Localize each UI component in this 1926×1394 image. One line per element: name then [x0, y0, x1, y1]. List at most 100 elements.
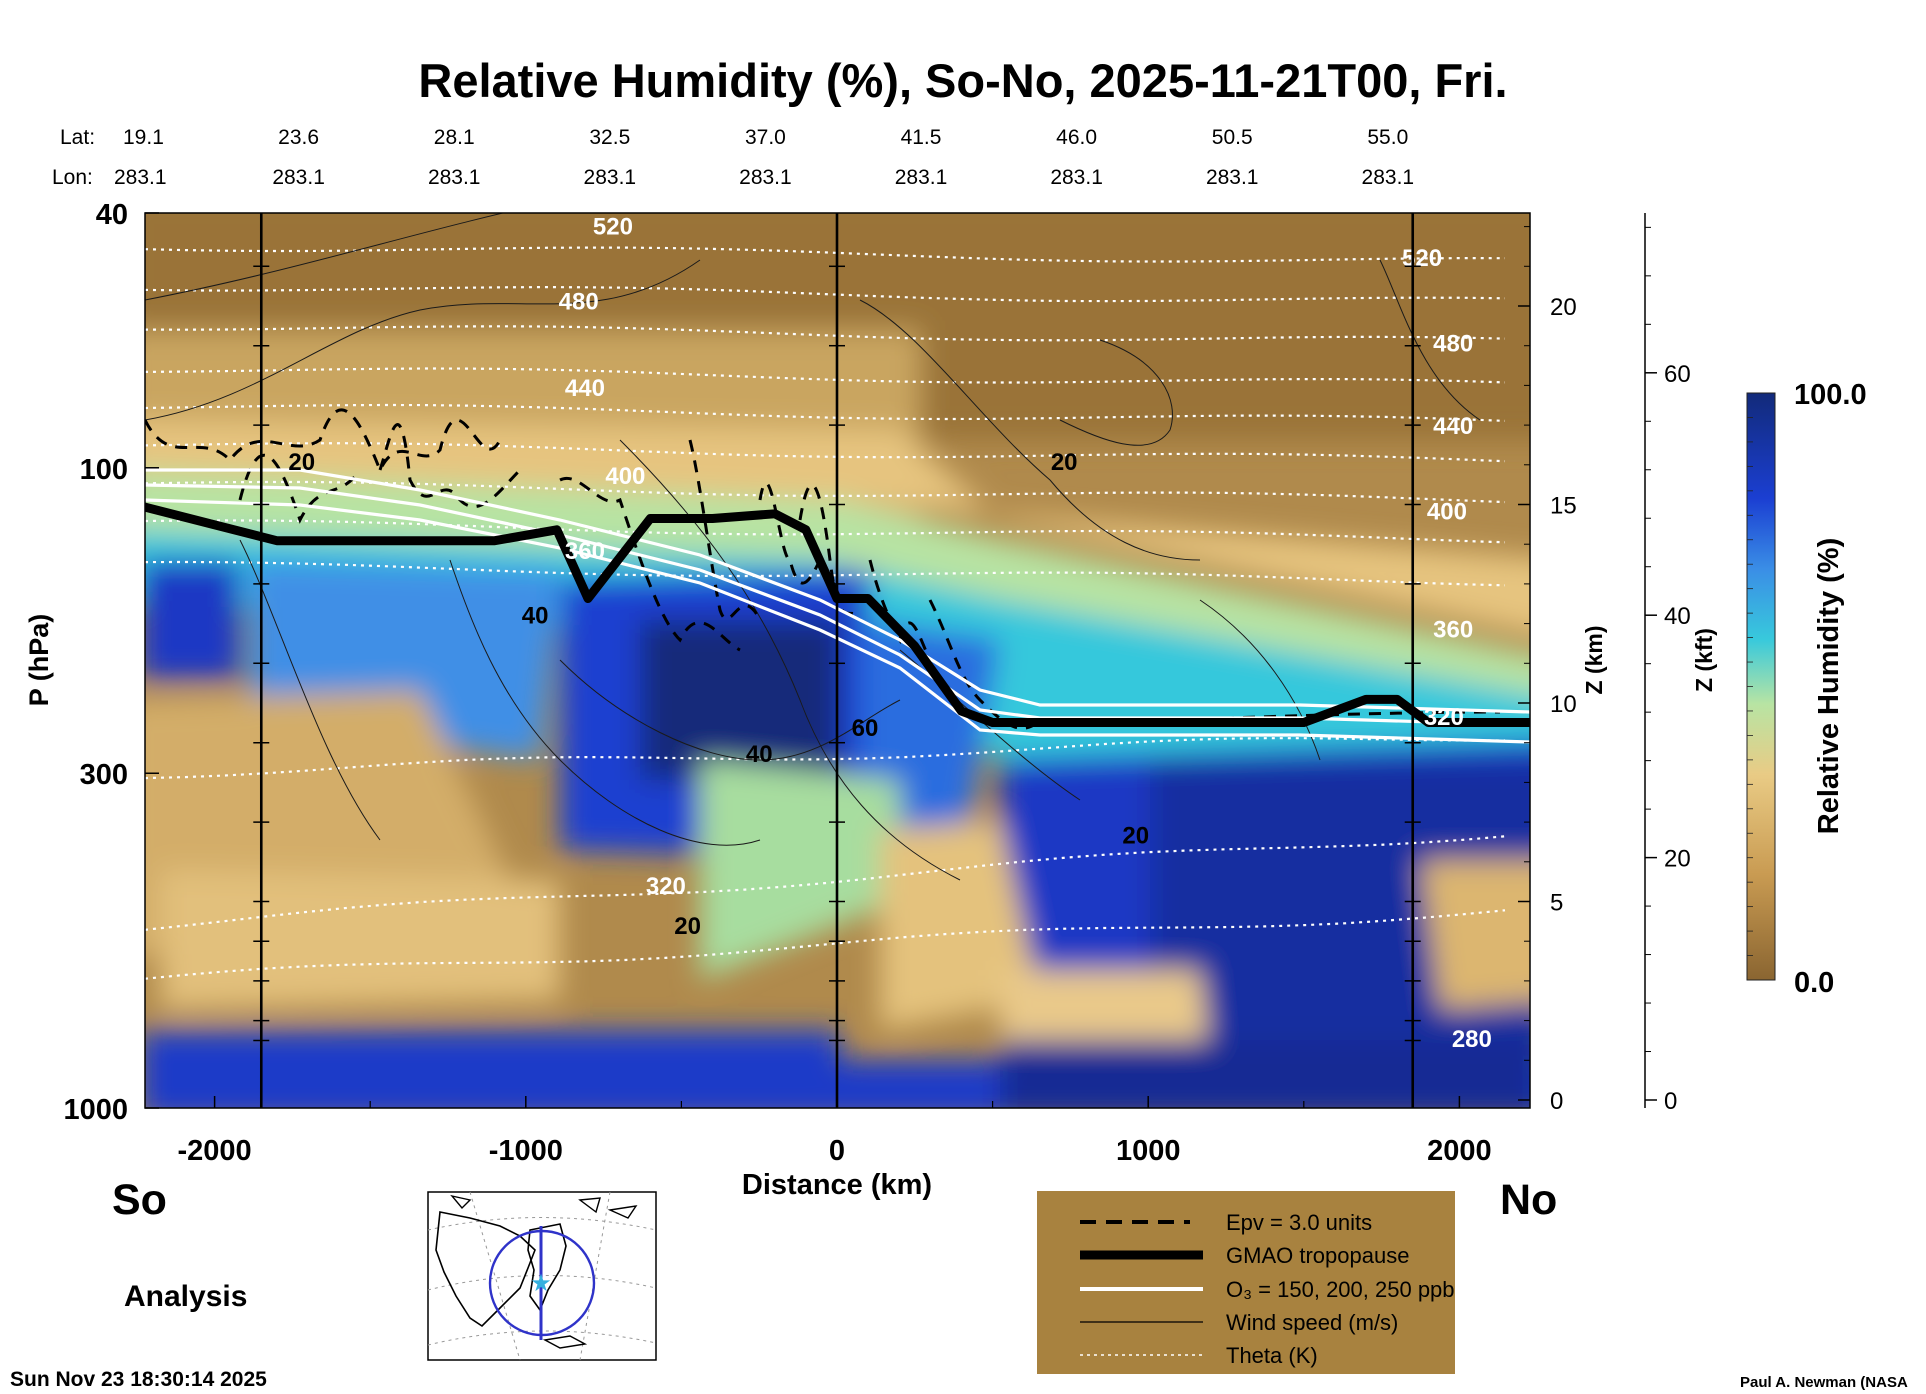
- x-tick-label: 2000: [1427, 1135, 1492, 1167]
- wind-contour: [1199, 599, 1321, 761]
- lat-value: 50.5: [1212, 126, 1253, 149]
- z-km-axis-title: Z (km): [1581, 626, 1607, 695]
- x-tick-label: -1000: [489, 1135, 563, 1167]
- epv-contour: [145, 408, 502, 474]
- legend-wind-label: Wind speed (m/s): [1226, 1310, 1398, 1335]
- theta-contour: [145, 442, 1506, 463]
- lon-value: 283.1: [272, 166, 325, 189]
- epv-contour: [688, 439, 762, 621]
- theta-label: 320: [646, 873, 686, 900]
- epv-contour: [238, 453, 362, 524]
- credit: Paul A. Newman (NASA: [1740, 1374, 1908, 1391]
- wind-contour: [619, 439, 961, 881]
- wind-contour: [239, 539, 381, 841]
- chart-title: Relative Humidity (%), So-No, 2025-11-21…: [418, 54, 1507, 107]
- wind-label: 60: [852, 715, 879, 742]
- theta-label: 280: [1452, 1026, 1492, 1053]
- colorbar-ticks: [1747, 417, 1753, 956]
- lat-value: 55.0: [1367, 126, 1408, 149]
- z-kft-tick-label: 0: [1664, 1088, 1677, 1115]
- z-km-tick-label: 20: [1550, 294, 1577, 321]
- inset-map: ★: [427, 1191, 657, 1361]
- timestamp: Sun Nov 23 18:30:14 2025: [10, 1368, 267, 1391]
- lat-value: 41.5: [901, 126, 942, 149]
- legend-tropopause-label: GMAO tropopause: [1226, 1243, 1409, 1268]
- theta-contour: [145, 835, 1506, 931]
- z-kft-tick-label: 40: [1664, 603, 1691, 630]
- lon-value: 283.1: [1050, 166, 1103, 189]
- z-kft-tick-label: 20: [1664, 846, 1691, 873]
- epv-contour: [559, 476, 741, 652]
- theta-contour: [145, 246, 1506, 263]
- p-tick-label: 1000: [63, 1094, 128, 1126]
- lon-value: 283.1: [895, 166, 948, 189]
- theta-contour: [145, 367, 1506, 384]
- theta-label: 440: [1433, 413, 1473, 440]
- theta-label: 480: [559, 289, 599, 316]
- p-tick-label: 300: [80, 759, 128, 791]
- ozone-contour: [145, 498, 1530, 744]
- epv-contour: [798, 483, 862, 621]
- colorbar-title: Relative Humidity (%): [1813, 538, 1845, 835]
- lat-value: 46.0: [1056, 126, 1097, 149]
- contour-layer: 520 480 440 400 360 320 520 480 440 400 360 320 280 2…: [145, 213, 1530, 1053]
- lat-value: 37.0: [745, 126, 786, 149]
- south-label: So: [112, 1176, 167, 1224]
- lon-value: 283.1: [1206, 166, 1259, 189]
- lat-value: 32.5: [589, 126, 630, 149]
- wind-contour: [449, 559, 761, 846]
- theta-contour: [145, 285, 1506, 303]
- legend: Epv = 3.0 units GMAO tropopause O₃ = 150…: [1037, 1191, 1455, 1374]
- wind-contour: [1059, 339, 1173, 446]
- z-km-tick-label: 10: [1550, 691, 1577, 718]
- p-tick-label: 40: [96, 199, 128, 231]
- theta-label: 480: [1433, 331, 1473, 358]
- x-tick-label: 1000: [1116, 1135, 1181, 1167]
- theta-label: 400: [1427, 498, 1467, 525]
- z-km-tick-label: 5: [1550, 890, 1563, 917]
- lat-value: 28.1: [434, 126, 475, 149]
- lon-value: 283.1: [739, 166, 792, 189]
- p-tick-label: 100: [80, 454, 128, 486]
- wind-label: 40: [746, 741, 773, 768]
- lat-value: 19.1: [123, 126, 164, 149]
- colorbar-max-label: 100.0: [1794, 379, 1867, 411]
- x-tick-label: 0: [829, 1135, 845, 1167]
- wind-contour: [859, 299, 1201, 561]
- wind-label: 20: [288, 449, 315, 476]
- wind-contour: [1379, 259, 1481, 421]
- wind-contour: [559, 659, 901, 761]
- lat-label: Lat:: [60, 126, 95, 149]
- theta-contour: [145, 325, 1506, 342]
- legend-ozone-label: O₃ = 150, 200, 250 ppb: [1226, 1277, 1455, 1302]
- theta-contour: [145, 737, 1505, 780]
- colorbar-min-label: 0.0: [1794, 967, 1834, 999]
- axes: -2000 -1000 0 1000 2000 40 100 300 1000 0 5 10 15 20 0…: [63, 199, 1690, 1167]
- theta-contour: [145, 909, 1506, 980]
- lon-value: 283.1: [428, 166, 481, 189]
- theta-label: 320: [1424, 704, 1464, 731]
- lat-lon-header: 19.1 283.1 23.6 283.1 28.1 283.1 32.5 283.1 37.0…: [114, 126, 1414, 189]
- z-km-tick-label: 15: [1550, 493, 1577, 520]
- z-kft-tick-label: 60: [1664, 361, 1691, 388]
- north-label: No: [1500, 1176, 1557, 1224]
- theta-label: 520: [1402, 245, 1442, 272]
- z-km-tick-label: 0: [1550, 1088, 1563, 1115]
- lat-value: 23.6: [278, 126, 319, 149]
- theta-label: 360: [1433, 617, 1473, 644]
- theta-label: 440: [565, 375, 605, 402]
- x-axis-title: Distance (km): [742, 1169, 932, 1201]
- theta-contour: [145, 403, 1506, 422]
- z-kft-axis-title: Z (kft): [1691, 628, 1717, 692]
- lon-label: Lon:: [52, 166, 93, 189]
- legend-epv-label: Epv = 3.0 units: [1226, 1210, 1372, 1235]
- wind-label: 20: [1051, 449, 1078, 476]
- north-america-coast-icon: [435, 1211, 536, 1328]
- y-axis-title: P (hPa): [24, 614, 54, 707]
- lon-value: 283.1: [584, 166, 637, 189]
- wind-label: 40: [522, 602, 549, 629]
- lon-value: 283.1: [1362, 166, 1415, 189]
- analysis-label: Analysis: [124, 1280, 247, 1313]
- epv-contour: [928, 599, 1042, 730]
